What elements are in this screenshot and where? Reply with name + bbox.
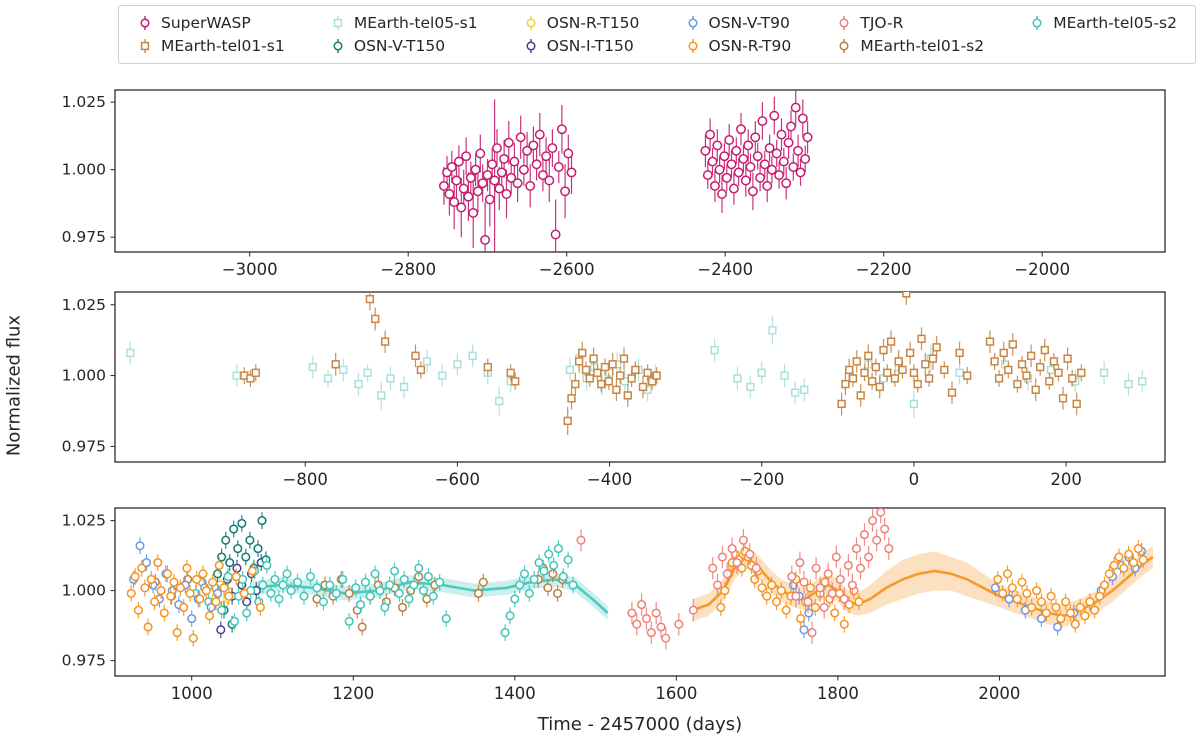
legend-item-tjo-r: TJO-R (836, 14, 984, 32)
legend-label: TJO-R (860, 14, 904, 32)
svg-text:0.975: 0.975 (62, 437, 106, 455)
legend-label: OSN-V-T150 (353, 37, 446, 55)
legend-item-osn-i-t150: OSN-I-T150 (523, 37, 640, 55)
legend-label: MEarth-tel05-s1 (353, 14, 478, 32)
legend-item-mearth-tel05-s2: MEarth-tel05-s2 (1029, 14, 1177, 32)
legend-marker-osn-v-t150-icon (333, 39, 343, 53)
svg-text:−3000: −3000 (222, 260, 278, 279)
y-axis-label: Normalized flux (3, 314, 25, 457)
light-curve-panel-mearth-s1: −800 −600 −400 −200 0 200 0.975 1.000 1.025 (62, 291, 1166, 489)
legend-marker-osn-r-t150-icon (526, 16, 536, 30)
svg-text:2000: 2000 (978, 684, 1020, 703)
svg-text:−400: −400 (587, 470, 632, 489)
legend-item-mearth-tel01-s2: MEarth-tel01-s2 (836, 37, 984, 55)
svg-text:−200: −200 (739, 470, 784, 489)
legend-label: MEarth-tel01-s2 (860, 37, 985, 55)
svg-text:1200: 1200 (332, 684, 374, 703)
legend-label: OSN-V-T90 (708, 14, 790, 32)
legend-marker-osn-i-t150-icon (526, 39, 536, 53)
svg-text:−600: −600 (435, 470, 480, 489)
legend-marker-mearth-tel05-s2-icon (1032, 16, 1042, 30)
legend-marker-osn-r-t90-icon (687, 39, 698, 53)
legend-item-mearth-tel05-s1: MEarth-tel05-s1 (330, 14, 478, 32)
svg-text:1600: 1600 (655, 684, 697, 703)
legend-label: OSN-I-T150 (546, 37, 634, 55)
svg-text:−2600: −2600 (539, 260, 595, 279)
x-axis-label: Time - 2457000 (days) (537, 714, 743, 735)
legend-item-osn-r-t150: OSN-R-T150 (523, 14, 640, 32)
legend-marker-mearth-tel01-s2-icon (839, 39, 849, 53)
svg-text:0.975: 0.975 (62, 228, 106, 246)
legend-marker-superwasp-icon (140, 16, 150, 30)
svg-text:−800: −800 (283, 470, 328, 489)
svg-text:−2400: −2400 (697, 260, 753, 279)
legend-marker-mearth-tel05-s1-icon (333, 16, 343, 30)
svg-text:0: 0 (909, 470, 920, 489)
legend-item-mearth-tel01-s1: MEarth-tel01-s1 (137, 37, 285, 55)
legend-label: MEarth-tel01-s1 (161, 37, 285, 55)
legend-label: OSN-R-T90 (708, 37, 792, 55)
svg-text:1800: 1800 (817, 684, 859, 703)
svg-text:−2800: −2800 (380, 260, 436, 279)
legend-label: MEarth-tel05-s2 (1053, 14, 1177, 32)
legend-label: SuperWASP (161, 14, 251, 32)
svg-text:1400: 1400 (494, 684, 536, 703)
svg-text:200: 200 (1050, 470, 1082, 489)
light-curve-panel-recent: 1000 1200 1400 1600 1800 2000 0.975 1.000 1.025 (62, 507, 1166, 703)
legend-item-osn-v-t150: OSN-V-T150 (330, 37, 478, 55)
svg-text:1.000: 1.000 (62, 367, 106, 385)
svg-text:−2000: −2000 (1014, 260, 1070, 279)
legend-marker-mearth-tel01-s1-icon (140, 39, 150, 53)
legend-item-osn-r-t90: OSN-R-T90 (685, 37, 792, 55)
svg-text:1000: 1000 (171, 684, 213, 703)
svg-text:1.025: 1.025 (62, 296, 106, 314)
legend-marker-osn-v-t90-icon (687, 16, 698, 30)
svg-text:1.025: 1.025 (62, 512, 106, 530)
legend-item-osn-v-t90: OSN-V-T90 (685, 14, 792, 32)
svg-text:1.000: 1.000 (62, 161, 106, 179)
legend-item-superwasp: SuperWASP (137, 14, 285, 32)
svg-text:1.025: 1.025 (62, 93, 106, 111)
light-curve-panel-superwasp: −3000 −2800 −2600 −2400 −2200 −2000 0.975 1.000… (62, 89, 1166, 279)
svg-text:0.975: 0.975 (62, 652, 106, 670)
charts-stack: −3000 −2800 −2600 −2400 −2200 −2000 0.975 1.000… (0, 88, 1200, 754)
legend-marker-tjo-r-icon (839, 16, 849, 30)
svg-text:−2200: −2200 (856, 260, 912, 279)
legend: SuperWASP MEarth-tel01-s1 MEarth-tel05-s1 O… (118, 5, 1196, 64)
svg-text:1.000: 1.000 (62, 582, 106, 600)
legend-label: OSN-R-T150 (546, 14, 640, 32)
